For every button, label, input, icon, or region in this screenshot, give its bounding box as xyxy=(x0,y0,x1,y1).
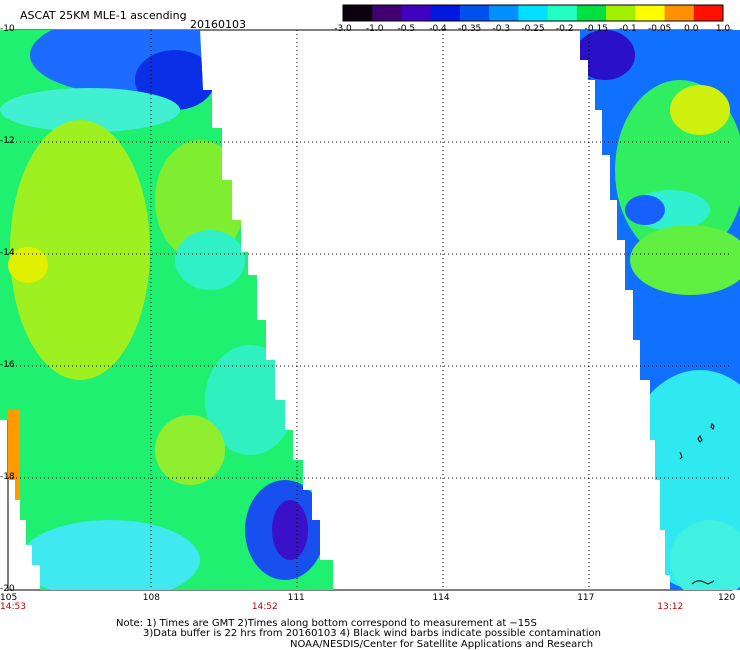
west-swath-purple-bottom xyxy=(272,500,308,560)
east-swath-cyan-lower xyxy=(670,520,740,590)
colorbar-label: 0.0 xyxy=(684,24,699,34)
colorbar-segment xyxy=(401,5,432,21)
footer-credit: NOAA/NESDIS/Center for Satellite Applica… xyxy=(290,639,594,650)
chart-title: ASCAT 25KM MLE-1 ascending xyxy=(20,9,187,22)
west-swath-cyan-lower xyxy=(205,345,295,455)
colorbar-label: -0.4 xyxy=(429,24,447,34)
chart-date: 20160103 xyxy=(190,18,246,31)
time-label: 13:12 xyxy=(657,602,684,612)
colorbar-label: 1.0 xyxy=(715,24,731,34)
colorbar-segment xyxy=(518,5,549,21)
colorbar-segment xyxy=(343,5,373,21)
colorbar-segment xyxy=(606,5,636,21)
west-swath xyxy=(0,30,333,590)
west-swath-cyan-bottom xyxy=(20,520,200,590)
x-tick-label: 111 xyxy=(287,593,305,603)
colorbar xyxy=(342,4,724,22)
colorbar-segment xyxy=(430,5,461,21)
y-tick-label: -20 xyxy=(0,584,15,594)
footer-note-line1: Note: 1) Times are GMT 2)Times along bot… xyxy=(116,618,537,629)
west-swath-cyan-upper xyxy=(0,88,180,132)
colorbar-label: -0.1 xyxy=(619,24,637,34)
y-tick-label: -16 xyxy=(0,360,15,370)
colorbar-label: -0.25 xyxy=(521,24,545,34)
colorbar-segment xyxy=(489,5,519,21)
colorbar-label: -0.05 xyxy=(648,24,672,34)
coastline xyxy=(679,423,715,585)
west-swath-lime-lower xyxy=(155,415,225,485)
y-tick-label: -12 xyxy=(0,136,15,146)
x-tick-label: 108 xyxy=(142,593,160,603)
colorbar-segment xyxy=(664,5,695,21)
colorbar-label: -3.0 xyxy=(334,24,352,34)
colorbar-segment xyxy=(459,5,490,21)
west-swath-yellow-left xyxy=(8,247,48,283)
colorbar-segment xyxy=(547,5,578,21)
footer-note-line2: 3)Data buffer is 22 hrs from 20160103 4)… xyxy=(143,628,601,639)
colorbar-outline xyxy=(342,4,724,22)
y-tick-label: -14 xyxy=(0,248,15,258)
colorbar-segment xyxy=(635,5,666,21)
grid xyxy=(8,30,732,590)
east-swath-yellow-spot xyxy=(670,85,730,135)
colorbar-label: -0.3 xyxy=(492,24,511,34)
colorbar-segment xyxy=(372,5,402,21)
east-swath-purple-top xyxy=(580,30,635,80)
y-tick-label: -10 xyxy=(0,24,15,34)
east-swath-lime xyxy=(630,225,740,295)
x-tick-label: 114 xyxy=(432,593,450,603)
time-label: 14:52 xyxy=(251,602,278,612)
colorbar-label: -0.35 xyxy=(458,24,482,34)
x-tick-label: 120 xyxy=(718,593,736,603)
east-swath-blue-eddy xyxy=(625,195,665,225)
colorbar-segment xyxy=(576,5,607,21)
colorbar-label: -0.5 xyxy=(397,24,416,34)
colorbar-label: -0.15 xyxy=(584,24,608,34)
y-tick-label: -18 xyxy=(0,472,15,482)
colorbar-segment xyxy=(693,5,724,21)
colorbar-label: -1.0 xyxy=(365,24,384,34)
colorbar-label: -0.2 xyxy=(555,24,574,34)
x-tick-label: 105 xyxy=(0,593,18,603)
x-tick-label: 117 xyxy=(577,593,595,603)
west-swath-cyan-mid xyxy=(175,230,245,290)
time-label: 14:53 xyxy=(0,602,26,612)
west-swath-lime-center xyxy=(10,120,150,380)
